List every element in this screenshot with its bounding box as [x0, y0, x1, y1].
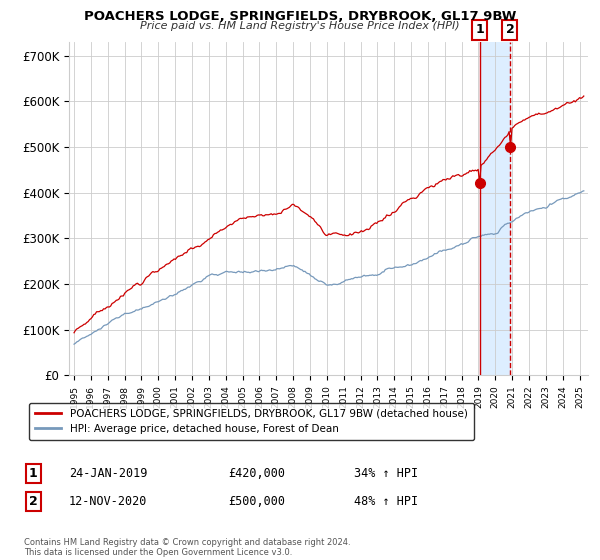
- Text: 48% ↑ HPI: 48% ↑ HPI: [354, 494, 418, 508]
- Text: 2: 2: [29, 494, 37, 508]
- Text: 12-NOV-2020: 12-NOV-2020: [69, 494, 148, 508]
- Legend: POACHERS LODGE, SPRINGFIELDS, DRYBROOK, GL17 9BW (detached house), HPI: Average : POACHERS LODGE, SPRINGFIELDS, DRYBROOK, …: [29, 403, 474, 440]
- Text: £500,000: £500,000: [228, 494, 285, 508]
- Text: 1: 1: [475, 24, 484, 36]
- Text: 34% ↑ HPI: 34% ↑ HPI: [354, 466, 418, 480]
- Text: POACHERS LODGE, SPRINGFIELDS, DRYBROOK, GL17 9BW: POACHERS LODGE, SPRINGFIELDS, DRYBROOK, …: [84, 10, 516, 23]
- Bar: [479, 42, 510, 375]
- Text: 1: 1: [29, 466, 37, 480]
- Text: Price paid vs. HM Land Registry's House Price Index (HPI): Price paid vs. HM Land Registry's House …: [140, 21, 460, 31]
- Text: £420,000: £420,000: [228, 466, 285, 480]
- Text: Contains HM Land Registry data © Crown copyright and database right 2024.
This d: Contains HM Land Registry data © Crown c…: [24, 538, 350, 557]
- Text: 24-JAN-2019: 24-JAN-2019: [69, 466, 148, 480]
- Text: 2: 2: [506, 24, 514, 36]
